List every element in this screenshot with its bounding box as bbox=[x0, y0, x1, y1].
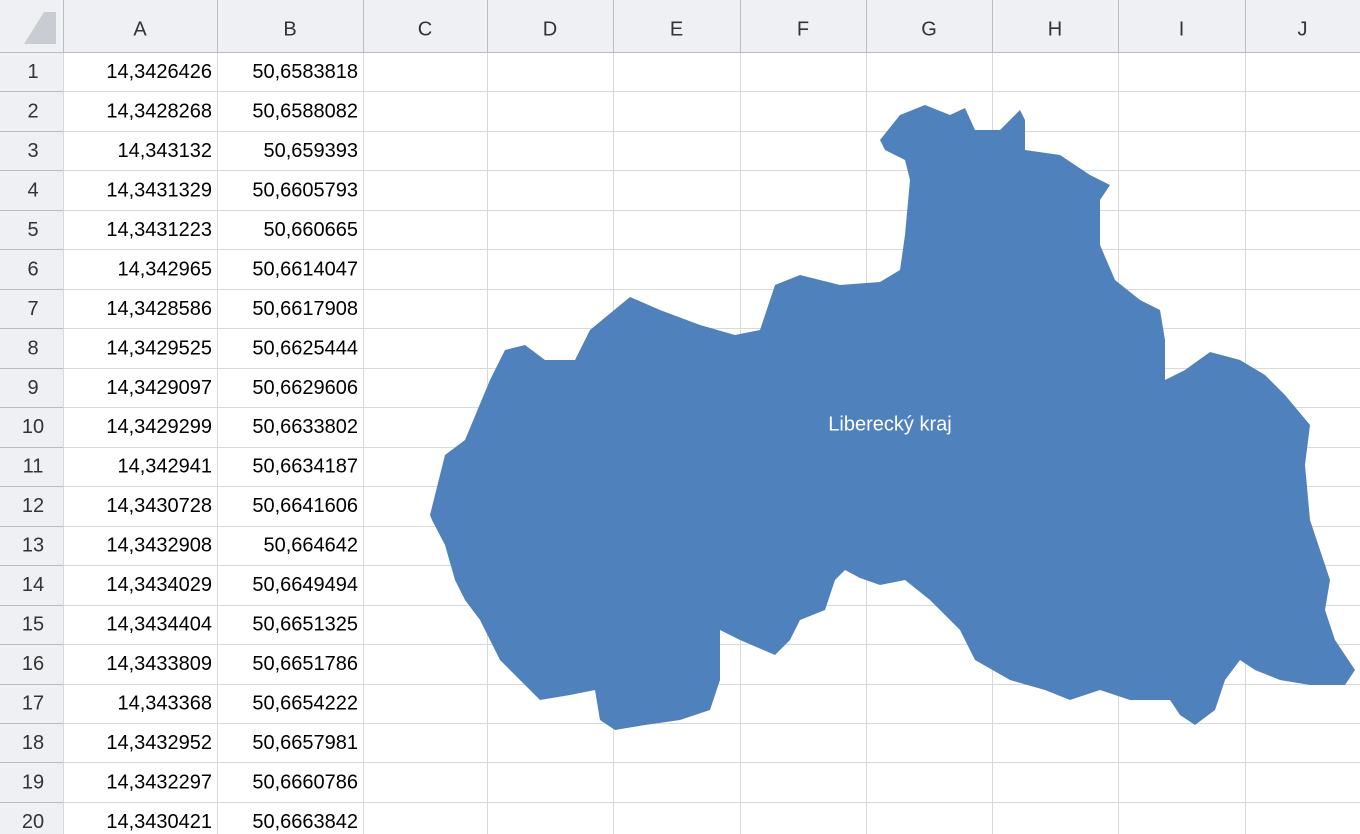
row-header: 13 bbox=[22, 535, 44, 557]
row-header: 16 bbox=[22, 653, 44, 675]
cell-value: 50,6614047 bbox=[252, 258, 358, 280]
row-header: 5 bbox=[27, 219, 38, 241]
cell-value: 14,3432297 bbox=[106, 771, 212, 793]
cell-value: 14,3432908 bbox=[106, 535, 212, 557]
cell-value: 50,6634187 bbox=[252, 456, 358, 478]
cell-value: 50,6605793 bbox=[252, 179, 358, 201]
map-label: Liberecký kraj bbox=[828, 413, 951, 435]
row-header: 3 bbox=[27, 140, 38, 162]
column-header: E bbox=[670, 18, 683, 40]
column-header: H bbox=[1048, 18, 1062, 40]
column-header: C bbox=[418, 18, 432, 40]
cell-value: 14,3430421 bbox=[106, 811, 212, 833]
select-all-corner[interactable] bbox=[24, 12, 56, 44]
row-header: 1 bbox=[27, 61, 38, 83]
cell-value: 50,6588082 bbox=[252, 100, 358, 122]
cell-value: 50,6651325 bbox=[252, 614, 358, 636]
row-header: 17 bbox=[22, 693, 44, 715]
cell-value: 14,3429525 bbox=[106, 337, 212, 359]
cell-value: 50,660665 bbox=[263, 219, 358, 241]
cell-value: 50,6654222 bbox=[252, 693, 358, 715]
column-header: D bbox=[543, 18, 557, 40]
cell-value: 50,6583818 bbox=[252, 61, 358, 83]
cell-value: 50,6657981 bbox=[252, 732, 358, 754]
cell-value: 14,3429097 bbox=[106, 377, 212, 399]
row-header: 8 bbox=[27, 337, 38, 359]
column-header: A bbox=[133, 18, 147, 40]
row-header: 10 bbox=[22, 416, 44, 438]
cell-value: 14,343368 bbox=[117, 693, 212, 715]
cell-value: 50,6617908 bbox=[252, 298, 358, 320]
cell-value: 14,3428586 bbox=[106, 298, 212, 320]
row-header: 4 bbox=[27, 179, 38, 201]
cell-value: 14,3434404 bbox=[106, 614, 212, 636]
region-map-shape[interactable] bbox=[430, 105, 1355, 730]
row-header: 11 bbox=[23, 456, 44, 478]
cell-value: 14,3426426 bbox=[106, 61, 212, 83]
cell-value: 14,3431223 bbox=[106, 219, 212, 241]
cell-value: 14,3434029 bbox=[106, 574, 212, 596]
column-header: J bbox=[1298, 18, 1308, 40]
column-header: B bbox=[283, 18, 296, 40]
row-header: 12 bbox=[22, 495, 44, 517]
row-header: 7 bbox=[27, 298, 38, 320]
cell-value: 14,3430728 bbox=[106, 495, 212, 517]
row-header: 15 bbox=[22, 614, 44, 636]
cell-value: 50,6649494 bbox=[252, 574, 358, 596]
cell-value: 14,3431329 bbox=[106, 179, 212, 201]
column-header-bar bbox=[0, 0, 1360, 52]
cell-value: 14,3433809 bbox=[106, 653, 212, 675]
row-header: 19 bbox=[22, 771, 44, 793]
column-header: G bbox=[921, 18, 937, 40]
row-header: 18 bbox=[22, 732, 44, 754]
cell-value: 14,3432952 bbox=[106, 732, 212, 754]
cell-value: 50,6625444 bbox=[252, 337, 358, 359]
cell-value: 14,342965 bbox=[117, 258, 212, 280]
row-header: 2 bbox=[27, 100, 38, 122]
cell-value: 50,6660786 bbox=[252, 771, 358, 793]
cell-value: 50,6641606 bbox=[252, 495, 358, 517]
row-header: 20 bbox=[22, 811, 44, 833]
column-header: F bbox=[797, 18, 809, 40]
cell-value: 50,6663842 bbox=[252, 811, 358, 833]
cell-value: 14,343132 bbox=[117, 140, 212, 162]
row-header: 6 bbox=[27, 258, 38, 280]
row-header: 9 bbox=[27, 377, 38, 399]
row-header-bar bbox=[0, 0, 63, 834]
cell-value: 14,3428268 bbox=[106, 100, 212, 122]
column-header: I bbox=[1179, 18, 1185, 40]
cell-value: 14,3429299 bbox=[106, 416, 212, 438]
cell-value: 50,659393 bbox=[263, 140, 358, 162]
cell-value: 14,342941 bbox=[117, 456, 212, 478]
cell-value: 50,6633802 bbox=[252, 416, 358, 438]
row-header: 14 bbox=[22, 574, 44, 596]
cell-value: 50,664642 bbox=[263, 535, 358, 557]
cell-value: 50,6651786 bbox=[252, 653, 358, 675]
cell-value: 50,6629606 bbox=[252, 377, 358, 399]
